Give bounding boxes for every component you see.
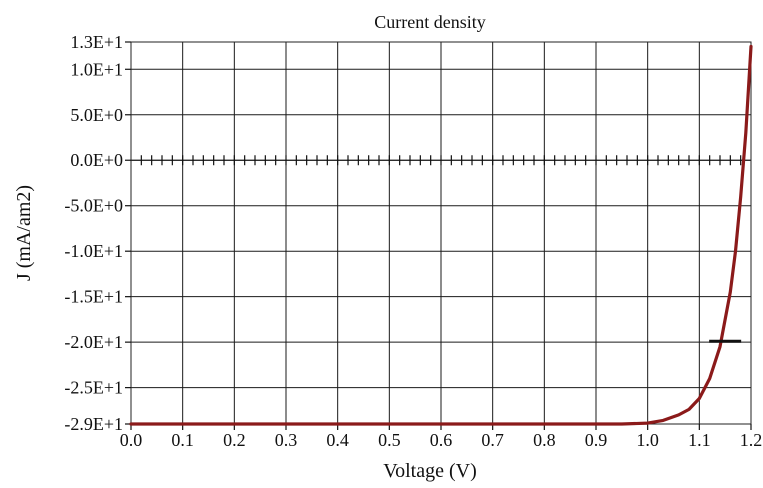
zero-line-tick-marks xyxy=(140,155,742,166)
y-tick-label-1: 1.0E+1 xyxy=(70,59,123,79)
x-tick-label-2: 0.2 xyxy=(223,430,246,450)
y-tick-label-3: 0.0E+0 xyxy=(70,150,123,170)
x-tick-label-7: 0.7 xyxy=(481,430,504,450)
y-tick-label-7: -2.0E+1 xyxy=(64,332,123,352)
x-axis: 0.0 0.1 0.2 0.3 0.4 0.5 0.6 0.7 0.8 0.9 1.0 1.1 1.2 xyxy=(120,424,763,450)
series-line-0 xyxy=(129,44,753,426)
y-tick-label-5: -1.0E+1 xyxy=(64,241,123,261)
y-axis-label: J (mA/am2) xyxy=(13,185,35,281)
y-tick-label-0: 1.3E+1 xyxy=(70,32,123,52)
x-tick-label-4: 0.4 xyxy=(326,430,349,450)
x-tick-label-5: 0.5 xyxy=(378,430,401,450)
x-tick-label-12: 1.2 xyxy=(740,430,763,450)
y-tick-label-6: -1.5E+1 xyxy=(64,287,123,307)
x-tick-label-8: 0.8 xyxy=(533,430,556,450)
x-tick-label-1: 0.1 xyxy=(171,430,194,450)
y-tick-label-4: -5.0E+0 xyxy=(64,196,123,216)
y-axis: 1.3E+1 1.0E+1 5.0E+0 0.0E+0 -5.0E+0 -1.0E+1 -1… xyxy=(64,32,131,434)
x-tick-label-9: 0.9 xyxy=(585,430,608,450)
chart-title: Current density xyxy=(374,12,485,32)
y-tick-label-9: -2.9E+1 xyxy=(64,414,123,434)
y-tick-label-2: 5.0E+0 xyxy=(70,105,123,125)
y-tick-label-8: -2.5E+1 xyxy=(64,378,123,398)
x-axis-label: Voltage (V) xyxy=(383,460,477,482)
x-tick-label-11: 1.1 xyxy=(688,430,711,450)
series xyxy=(129,44,753,426)
grid xyxy=(130,42,752,425)
x-tick-label-0: 0.0 xyxy=(120,430,143,450)
x-tick-label-6: 0.6 xyxy=(430,430,453,450)
x-tick-label-10: 1.0 xyxy=(636,430,659,450)
x-tick-label-3: 0.3 xyxy=(275,430,298,450)
